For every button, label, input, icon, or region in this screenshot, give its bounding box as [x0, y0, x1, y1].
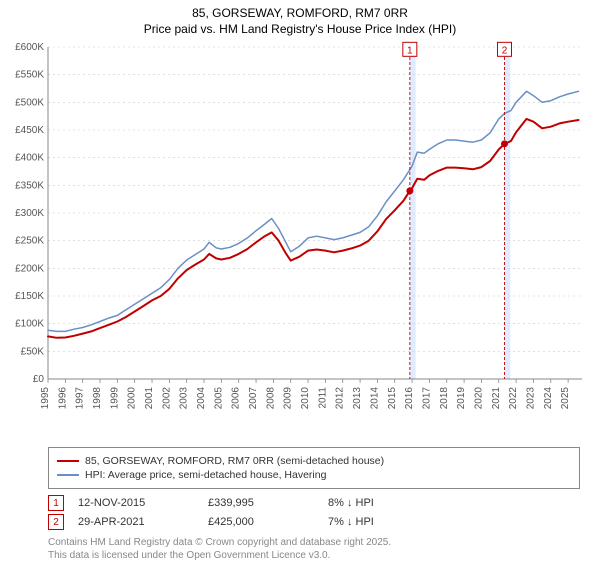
- x-tick-label: 2009: [283, 387, 294, 410]
- legend-swatch: [57, 474, 79, 477]
- sale-point-marker: 1: [48, 495, 64, 511]
- y-tick-label: £600K: [15, 42, 44, 53]
- series-hpi: [48, 91, 579, 331]
- marker-label: 1: [407, 46, 413, 57]
- sale-point-marker: 2: [48, 514, 64, 530]
- x-tick-label: 1995: [40, 387, 51, 410]
- y-tick-label: £550K: [15, 70, 44, 81]
- sale-point-delta: 8% ↓ HPI: [328, 497, 448, 509]
- x-tick-label: 2013: [352, 387, 363, 410]
- legend-row: HPI: Average price, semi-detached house,…: [57, 469, 571, 481]
- sale-point-date: 12-NOV-2015: [78, 497, 208, 509]
- y-tick-label: £150K: [15, 291, 44, 302]
- sale-point-price: £425,000: [208, 516, 328, 528]
- x-tick-label: 2005: [213, 387, 224, 410]
- y-tick-label: £0: [33, 374, 45, 385]
- x-tick-label: 1998: [92, 387, 103, 410]
- marker-label: 2: [502, 46, 508, 57]
- chart-container: 85, GORSEWAY, ROMFORD, RM7 0RR Price pai…: [0, 0, 600, 560]
- y-tick-label: £450K: [15, 125, 44, 136]
- title-line-1: 85, GORSEWAY, ROMFORD, RM7 0RR: [0, 6, 600, 22]
- x-tick-label: 2022: [508, 387, 519, 410]
- legend-row: 85, GORSEWAY, ROMFORD, RM7 0RR (semi-det…: [57, 455, 571, 467]
- legend-swatch: [57, 460, 79, 463]
- sale-point-delta: 7% ↓ HPI: [328, 516, 448, 528]
- sale-point-row: 2 29-APR-2021£425,0007% ↓ HPI: [48, 514, 580, 530]
- y-tick-label: £100K: [15, 319, 44, 330]
- sale-points-table: 1 12-NOV-2015£339,9958% ↓ HPI 2 29-APR-2021…: [48, 495, 580, 530]
- sale-point-price: £339,995: [208, 497, 328, 509]
- y-tick-label: £250K: [15, 236, 44, 247]
- x-tick-label: 2011: [317, 387, 328, 409]
- chart-svg: £0 £50K £100K £150K £200K £250K £300K £350K £400…: [0, 41, 600, 441]
- x-tick-label: 1996: [57, 387, 68, 410]
- y-tick-label: £50K: [21, 347, 45, 358]
- x-tick-label: 2006: [231, 387, 242, 410]
- legend-label: 85, GORSEWAY, ROMFORD, RM7 0RR (semi-det…: [85, 455, 384, 467]
- x-tick-label: 2015: [387, 387, 398, 410]
- chart-plot: £0 £50K £100K £150K £200K £250K £300K £350K £400…: [0, 41, 600, 441]
- x-tick-label: 2010: [300, 387, 311, 410]
- sale-point-date: 29-APR-2021: [78, 516, 208, 528]
- x-tick-label: 2021: [491, 387, 502, 410]
- y-tick-label: £200K: [15, 264, 44, 275]
- footer-note: Contains HM Land Registry data © Crown c…: [48, 536, 580, 562]
- y-tick-label: £300K: [15, 208, 44, 219]
- y-tick-label: £500K: [15, 98, 44, 109]
- x-tick-label: 2020: [473, 387, 484, 410]
- x-tick-label: 1997: [75, 387, 86, 410]
- x-tick-label: 2012: [335, 387, 346, 410]
- x-tick-label: 2004: [196, 387, 207, 410]
- x-tick-label: 1999: [109, 387, 120, 410]
- footer-line-1: Contains HM Land Registry data © Crown c…: [48, 536, 580, 549]
- x-tick-label: 2003: [179, 387, 190, 410]
- footer-line-2: This data is licensed under the Open Gov…: [48, 549, 580, 562]
- x-tick-label: 2014: [369, 387, 380, 410]
- x-tick-label: 2008: [265, 387, 276, 410]
- title-line-2: Price paid vs. HM Land Registry's House …: [0, 22, 600, 38]
- x-tick-label: 2019: [456, 387, 467, 410]
- x-tick-label: 2001: [144, 387, 155, 410]
- x-tick-label: 2000: [127, 387, 138, 410]
- y-tick-label: £400K: [15, 153, 44, 164]
- y-tick-label: £350K: [15, 181, 44, 192]
- x-tick-label: 2002: [161, 387, 172, 410]
- marker-dot: [406, 188, 413, 195]
- legend-label: HPI: Average price, semi-detached house,…: [85, 469, 326, 481]
- x-tick-label: 2018: [439, 387, 450, 410]
- marker-dot: [501, 141, 508, 148]
- x-tick-label: 2025: [560, 387, 571, 410]
- x-tick-label: 2024: [543, 387, 554, 410]
- x-tick-label: 2017: [421, 387, 432, 410]
- sale-point-row: 1 12-NOV-2015£339,9958% ↓ HPI: [48, 495, 580, 511]
- title-block: 85, GORSEWAY, ROMFORD, RM7 0RR Price pai…: [0, 0, 600, 41]
- legend: 85, GORSEWAY, ROMFORD, RM7 0RR (semi-det…: [48, 447, 580, 489]
- x-tick-label: 2007: [248, 387, 259, 410]
- series-price-paid: [48, 119, 579, 338]
- x-tick-label: 2016: [404, 387, 415, 410]
- x-tick-label: 2023: [525, 387, 536, 410]
